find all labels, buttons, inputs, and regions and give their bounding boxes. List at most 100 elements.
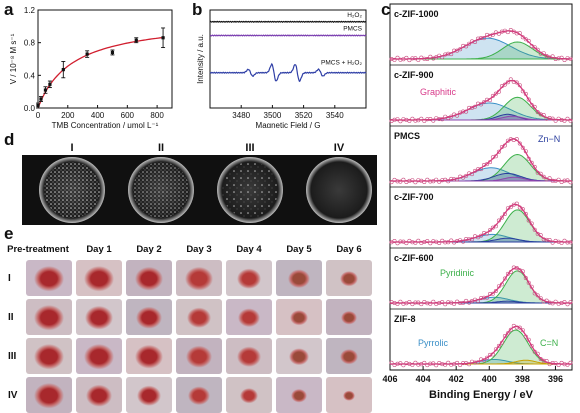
xps-data-point	[488, 352, 493, 357]
xps-data-point	[547, 116, 552, 121]
xps-data-point	[541, 51, 546, 56]
xps-data-point	[467, 41, 472, 46]
y-tick-label: 0.0	[24, 104, 36, 113]
dish-label: III	[245, 142, 255, 154]
epr-spectrum-line	[209, 62, 367, 83]
petri-dish	[39, 157, 105, 223]
xps-data-point	[488, 98, 493, 103]
xps-data-point	[437, 241, 442, 246]
xps-data-point	[556, 362, 561, 367]
xps-data-point	[532, 45, 537, 50]
data-point	[161, 36, 165, 40]
xps-data-point	[559, 55, 564, 60]
sample-label: c-ZIF-900	[394, 70, 434, 80]
xps-data-point	[553, 299, 558, 304]
xps-data-point	[550, 360, 555, 365]
petri-dish	[217, 157, 283, 223]
xps-data-point	[434, 177, 439, 182]
x-tick-label: 3540	[326, 111, 344, 120]
row-label: III	[8, 351, 17, 362]
xps-data-point	[568, 360, 573, 365]
row-label: I	[8, 273, 11, 284]
dish-label: II	[157, 142, 165, 154]
xps-data-point	[431, 361, 436, 366]
wound-photo	[276, 260, 322, 296]
day-label: Day 6	[336, 244, 362, 255]
epr-spectrum-line	[209, 34, 367, 37]
day-label: Day 4	[236, 244, 262, 255]
wound-photo	[326, 260, 372, 296]
xps-data-point	[502, 333, 507, 338]
xps-data-point	[470, 172, 475, 177]
xps-data-point	[526, 337, 531, 342]
xps-data-point	[502, 212, 507, 217]
xps-data-point	[395, 179, 400, 184]
xps-data-point	[523, 275, 528, 280]
xps-data-point	[520, 89, 525, 94]
xps-data-point	[547, 176, 552, 181]
xps-data-point	[419, 116, 424, 121]
chart-b: 3480 3500 3520 3540 Magnetic Field / G Intens…	[196, 9, 367, 128]
xps-data-point	[449, 238, 454, 243]
plot-frame	[209, 9, 367, 109]
xps-data-point	[467, 237, 472, 242]
wound-photo	[26, 260, 72, 296]
xps-data-point	[431, 299, 436, 304]
x-tick-label: 396	[548, 374, 563, 384]
x-tick-label: 3520	[295, 111, 313, 120]
day-label: Day 2	[136, 244, 162, 255]
xps-data-point	[464, 237, 469, 242]
xps-data-point	[467, 171, 472, 176]
xps-data-point	[520, 35, 525, 40]
xps-data-point	[485, 355, 490, 360]
y-tick-label: 0.8	[24, 39, 36, 48]
fit-curve	[37, 36, 165, 109]
xps-data-point	[401, 363, 406, 368]
xps-data-point	[568, 180, 573, 185]
xps-data-point	[541, 237, 546, 242]
xps-data-point	[505, 80, 510, 85]
x-tick-label: 0	[36, 111, 41, 120]
xps-data-point	[449, 52, 454, 57]
xps-data-point	[473, 104, 478, 109]
xps-data-point	[398, 361, 403, 366]
xps-data-point	[455, 113, 460, 118]
xps-data-point	[440, 117, 445, 122]
xps-data-point	[565, 56, 570, 61]
xps-data-point	[523, 334, 528, 339]
xps-data-point	[449, 176, 454, 181]
x-tick-label: 200	[61, 111, 75, 120]
wound-photo	[226, 299, 272, 335]
xps-data-point	[496, 343, 501, 348]
xps-data-point	[496, 149, 501, 154]
xps-data-point	[479, 233, 484, 238]
xps-data-point	[428, 179, 433, 184]
xps-data-point	[514, 201, 519, 206]
x-tick-label: 406	[382, 374, 397, 384]
xps-data-point	[526, 218, 531, 223]
xps-data-point	[568, 300, 573, 305]
xps-data-point	[526, 280, 531, 285]
xps-data-point	[532, 227, 537, 232]
xps-data-point	[529, 343, 534, 348]
panel-label-c: c	[381, 0, 391, 19]
xps-data-point	[553, 118, 558, 123]
xps-data-point	[493, 91, 498, 96]
xps-data-point	[446, 360, 451, 365]
wound-photo	[226, 260, 272, 296]
xps-data-point	[431, 179, 436, 184]
xps-data-point	[446, 240, 451, 245]
xps-data-point	[544, 358, 549, 363]
wound-photo	[326, 338, 372, 374]
xps-data-point	[565, 178, 570, 183]
xps-data-point	[550, 116, 555, 121]
xps-data-point	[452, 177, 457, 182]
xps-data-point	[395, 301, 400, 306]
wound-photo	[326, 377, 372, 413]
xps-data-point	[458, 362, 463, 367]
y-axis-label: V / 10⁻⁸ M s⁻¹	[9, 33, 18, 84]
data-point	[110, 50, 115, 55]
xps-data-point	[482, 100, 487, 105]
xps-data-point	[425, 177, 430, 182]
